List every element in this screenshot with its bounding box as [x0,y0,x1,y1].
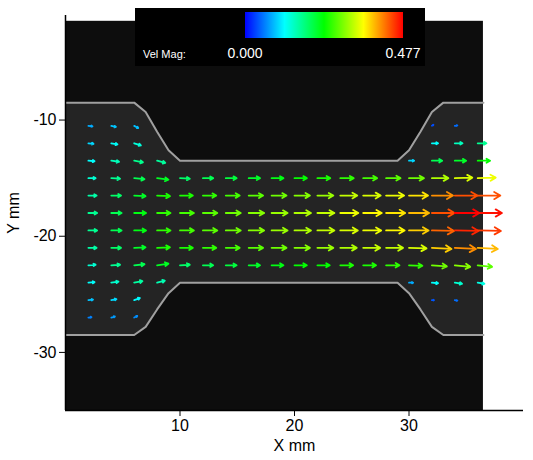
svg-text:10: 10 [171,417,189,434]
svg-text:0.477: 0.477 [385,45,420,61]
svg-text:20: 20 [286,417,304,434]
svg-text:30: 30 [400,417,418,434]
svg-text:Y mm: Y mm [5,192,22,233]
svg-text:X mm: X mm [274,437,316,454]
svg-text:0.000: 0.000 [227,45,262,61]
svg-text:-10: -10 [33,111,56,128]
svg-text:-20: -20 [33,227,56,244]
svg-text:Vel Mag:: Vel Mag: [143,48,186,60]
svg-text:-30: -30 [33,344,56,361]
